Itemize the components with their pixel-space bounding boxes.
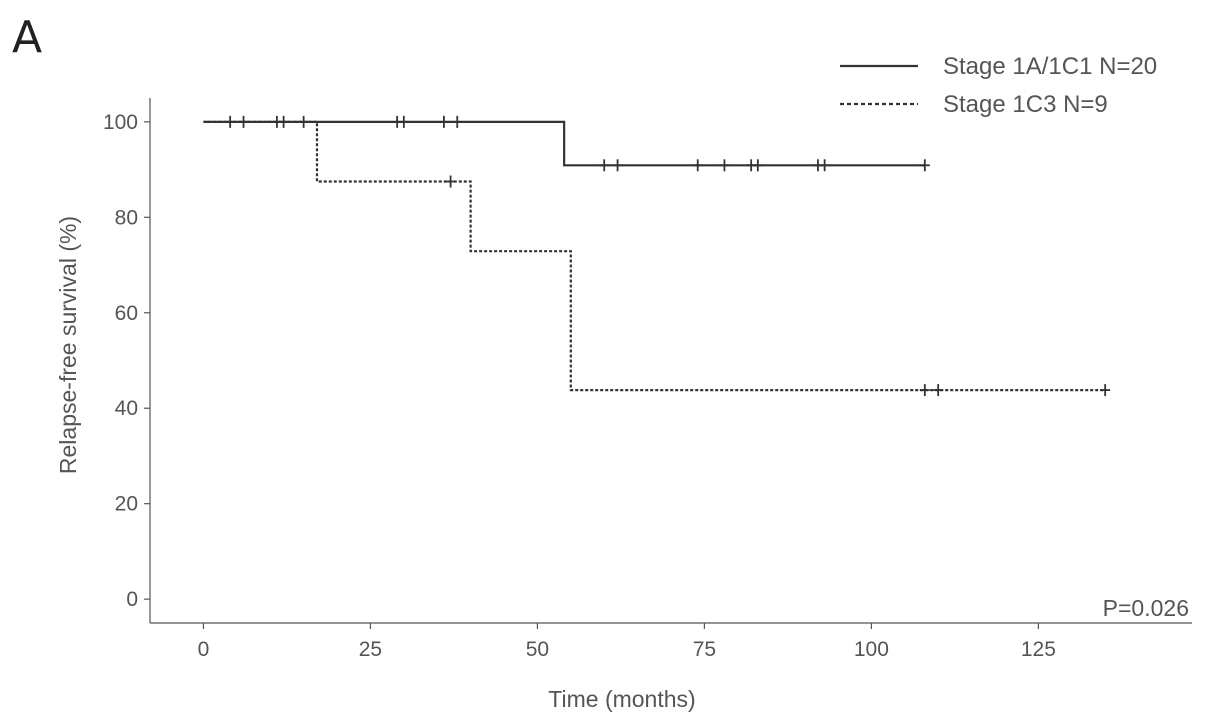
y-tick-label: 100 — [103, 111, 138, 134]
censor-mark — [692, 159, 703, 172]
censor-mark — [919, 384, 930, 397]
censor-mark — [398, 115, 409, 128]
censor-mark — [933, 384, 944, 397]
y-ticks: 0 20 40 60 80 100 — [103, 111, 150, 611]
panel-letter: A — [12, 12, 42, 63]
y-tick-label: 80 — [115, 206, 138, 229]
censor-mark — [919, 159, 930, 172]
censor-mark — [719, 159, 730, 172]
censor-mark — [599, 159, 610, 172]
x-ticks: 0 25 50 75 100 125 — [198, 623, 1056, 661]
censor-mark — [752, 159, 763, 172]
survival-curve-series-1 — [203, 120, 1106, 392]
x-tick-label: 75 — [693, 638, 716, 661]
censor-mark — [819, 159, 830, 172]
censor-mark — [1100, 384, 1111, 397]
axes — [149, 98, 1192, 624]
censor-mark — [612, 159, 623, 172]
y-tick-label: 60 — [115, 302, 138, 325]
y-tick-label: 40 — [115, 397, 138, 420]
legend-label-stage-1a-1c1: Stage 1A/1C1 N=20 — [943, 53, 1157, 80]
p-value-annotation: P=0.026 — [1103, 595, 1189, 621]
y-tick-label: 0 — [126, 588, 138, 611]
legend-label-stage-1c3: Stage 1C3 N=9 — [943, 91, 1108, 118]
censor-mark — [438, 115, 449, 128]
y-axis-title: Relapse-free survival (%) — [55, 216, 81, 474]
x-tick-label: 25 — [359, 638, 382, 661]
censor-mark — [445, 175, 456, 188]
survival-curve-series-0 — [203, 120, 925, 167]
x-tick-label: 100 — [854, 638, 889, 661]
y-tick-label: 20 — [115, 493, 138, 516]
legend: Stage 1A/1C1 N=20 Stage 1C3 N=9 — [840, 53, 1157, 118]
x-tick-label: 125 — [1021, 638, 1056, 661]
censor-mark — [452, 115, 463, 128]
x-tick-label: 50 — [526, 638, 549, 661]
survival-curves — [203, 115, 1111, 397]
x-tick-label: 0 — [198, 638, 210, 661]
x-axis-title: Time (months) — [548, 686, 695, 712]
